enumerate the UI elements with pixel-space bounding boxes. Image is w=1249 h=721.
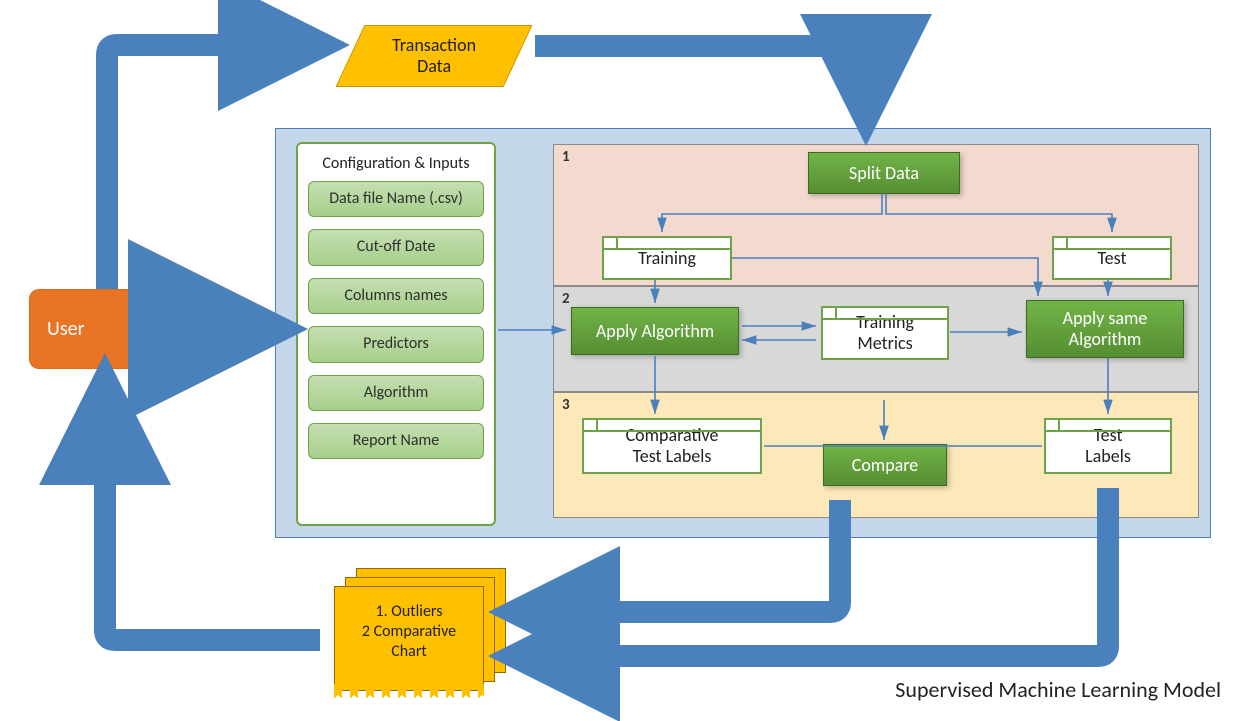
- arrow-split-to-training: [662, 194, 882, 232]
- arrow-split-to-test: [886, 194, 1112, 232]
- output-line-3: Chart: [338, 642, 480, 662]
- output-line-1: 1. Outliers: [338, 602, 480, 622]
- output-line-2: 2 Comparative: [338, 622, 480, 642]
- thin-arrows-layer: [0, 0, 1249, 721]
- arrow-training-to-applysame: [732, 258, 1038, 296]
- diagram-canvas: User TransactionData Configuration & Inp…: [0, 0, 1249, 721]
